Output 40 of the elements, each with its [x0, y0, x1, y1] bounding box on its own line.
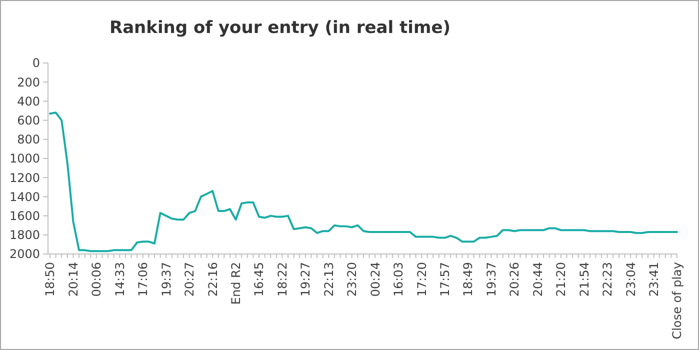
x-tick-label: 16:03 [392, 262, 406, 297]
x-tick-label: 17:57 [438, 262, 452, 297]
x-tick-label: 22:23 [600, 262, 615, 297]
x-tick-label: 19:37 [159, 262, 174, 297]
x-tick-label: 18:50 [43, 262, 58, 297]
x-tick-label: 20:44 [530, 262, 545, 297]
y-tick-label: 1200 [9, 170, 40, 185]
x-tick-label: 23:04 [624, 262, 638, 297]
y-tick-label: 1800 [9, 228, 40, 242]
y-tick-label: 0 [32, 56, 40, 70]
y-tick-label: 2000 [9, 247, 40, 262]
y-tick-label: 800 [17, 132, 40, 147]
x-tick-label: 00:24 [368, 262, 382, 297]
x-tick-label: Close of play [670, 262, 684, 340]
y-tick-label: 400 [17, 94, 40, 108]
x-tick-label: 17:06 [136, 262, 150, 297]
x-tick-label: 17:20 [414, 262, 429, 297]
x-tick-label: 21:20 [554, 262, 568, 297]
x-tick-label: 20:26 [508, 262, 522, 297]
y-tick-label: 200 [17, 75, 40, 90]
chart-title: Ranking of your entry (in real time) [109, 18, 451, 38]
x-tick-label: 23:41 [646, 262, 661, 297]
x-tick-label: 00:06 [90, 262, 104, 297]
y-tick-label: 1000 [9, 152, 40, 166]
x-tick-label: 16:45 [252, 262, 266, 297]
x-tick-label: 18:22 [275, 262, 290, 297]
x-tick-label: 22:13 [322, 262, 336, 297]
x-tick-label: 19:27 [298, 262, 313, 297]
x-tick-label: 21:54 [577, 262, 592, 297]
y-tick-label: 1600 [9, 209, 40, 223]
x-tick-label: 20:27 [182, 262, 197, 297]
x-tick-label: End R2 [228, 262, 243, 305]
x-tick-label: 18:49 [461, 262, 476, 297]
x-tick-label: 23:20 [345, 262, 360, 297]
x-tick-label: 14:33 [112, 262, 127, 297]
y-tick-label: 600 [17, 114, 40, 128]
x-tick-label: 22:16 [206, 262, 220, 297]
x-tick-label: 19:37 [484, 262, 498, 297]
y-tick-label: 1400 [9, 190, 40, 204]
x-tick-label: 20:14 [66, 262, 80, 297]
